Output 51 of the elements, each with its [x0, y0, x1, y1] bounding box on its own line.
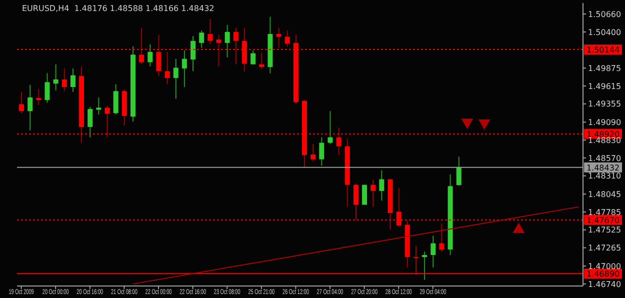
candlestick [328, 110, 333, 145]
y-tick-label: 1.50660 [588, 10, 622, 19]
candlestick [430, 235, 436, 268]
y-tick-label: 1.50400 [588, 28, 622, 37]
candlestick [224, 24, 230, 58]
candlestick [456, 156, 462, 186]
y-tick-label: 1.47265 [588, 244, 622, 253]
candlestick [319, 136, 324, 166]
candlestick [379, 170, 384, 202]
candlestick [148, 44, 153, 67]
ref-line-label: 1.46890 [586, 270, 620, 279]
candlestick [439, 222, 444, 252]
point [513, 223, 524, 233]
candlestick [113, 84, 118, 116]
candlestick [310, 144, 316, 162]
candlestick [70, 68, 76, 92]
candlestick [422, 251, 428, 280]
ref-line-label: 1.48432 [586, 163, 620, 172]
candlestick [36, 88, 42, 106]
candlestick [28, 84, 33, 131]
candlestick [19, 91, 24, 114]
candlestick [208, 18, 213, 45]
candlestick [88, 106, 93, 138]
candlestick [259, 52, 264, 70]
y-tick-label: 1.47525 [588, 226, 622, 235]
point [462, 118, 473, 129]
y-tick-label: 1.48570 [588, 154, 622, 163]
candlestick [96, 96, 102, 116]
y-tick-label: 1.48045 [588, 190, 622, 199]
ref-line-label: 1.47670 [586, 216, 620, 225]
y-tick-label: 1.49090 [588, 118, 622, 127]
y-tick-label: 1.49615 [588, 82, 622, 91]
y-tick-label: 1.48310 [588, 172, 622, 181]
candlestick [199, 30, 204, 48]
y-tick-label: 1.46740 [588, 280, 622, 289]
y-tick-label: 1.49875 [588, 64, 622, 73]
candlestick [190, 36, 196, 72]
candlestick [284, 30, 290, 47]
candlestick [250, 50, 256, 65]
y-tick-label: 1.49355 [588, 100, 622, 109]
point [478, 119, 490, 130]
ref-line-label: 1.50144 [586, 46, 620, 55]
candlestick [182, 50, 187, 88]
candlestick [164, 51, 170, 85]
candlestick [44, 72, 50, 104]
candlestick [53, 64, 58, 91]
candlestick [62, 68, 67, 92]
y-tick-label: 1.47785 [588, 208, 622, 217]
candlestick [173, 58, 178, 100]
candlestick [370, 179, 376, 208]
chart-title: EURUSD,H4 1.48176 1.48588 1.48166 1.48432 [22, 4, 214, 13]
